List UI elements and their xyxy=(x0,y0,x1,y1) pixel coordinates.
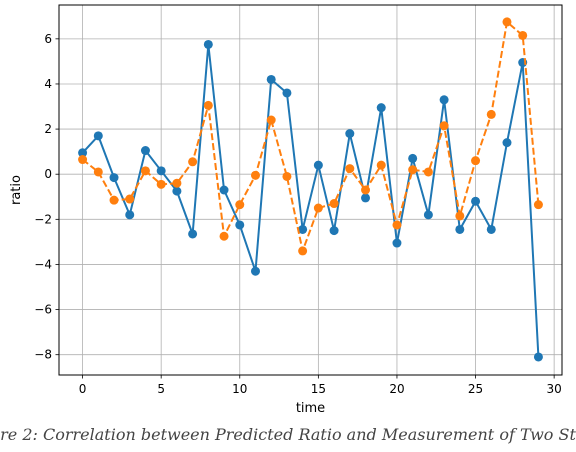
series-2-point xyxy=(235,200,245,210)
x-tick-label: 0 xyxy=(79,382,87,396)
series-2-point xyxy=(93,167,103,177)
series-1-point xyxy=(250,266,260,276)
series-2-point xyxy=(109,195,119,205)
series-1-point xyxy=(486,224,496,234)
series-2-point xyxy=(455,211,465,221)
series-2-point xyxy=(392,220,402,230)
series-1-point xyxy=(329,226,339,236)
series-2-point xyxy=(471,156,481,166)
series-2-point xyxy=(518,30,528,40)
x-tick-label: 30 xyxy=(547,382,562,396)
series-2-point xyxy=(502,17,512,27)
series-2-point xyxy=(408,165,418,175)
series-2-point xyxy=(439,121,449,131)
series-2-point xyxy=(329,199,339,209)
series-1-point xyxy=(203,39,213,49)
y-tick-label: −2 xyxy=(34,212,52,226)
x-tick-label: 10 xyxy=(232,382,247,396)
series-1-point xyxy=(140,146,150,156)
x-axis-label: time xyxy=(296,401,325,416)
series-1-point xyxy=(455,224,465,234)
series-1-point xyxy=(93,131,103,141)
y-tick-label: −6 xyxy=(34,303,52,317)
series-1-point xyxy=(109,173,119,183)
series-2-point xyxy=(188,157,198,167)
series-1-point xyxy=(423,210,433,220)
series-2-point xyxy=(361,185,371,195)
series-1-point xyxy=(392,238,402,248)
series-1-point xyxy=(439,95,449,105)
series-2-point xyxy=(219,231,229,241)
series-1-point xyxy=(376,103,386,113)
series-1-point xyxy=(172,186,182,196)
y-tick-label: 0 xyxy=(44,167,52,181)
series-2-point xyxy=(78,155,88,165)
series-2-point xyxy=(486,109,496,119)
series-2-point xyxy=(172,178,182,188)
series-2-point xyxy=(125,194,135,204)
series-2-point xyxy=(156,179,166,189)
series-2-point xyxy=(266,115,276,125)
series-1-point xyxy=(502,138,512,148)
series-1-point xyxy=(266,74,276,84)
series-1-point xyxy=(471,196,481,206)
series-2-point xyxy=(140,166,150,176)
series-2-line xyxy=(81,20,540,252)
series-1-point xyxy=(345,129,355,139)
y-tick-label: 6 xyxy=(44,32,52,46)
series-1-point xyxy=(78,148,88,158)
series-1-point xyxy=(408,153,418,163)
series-layer xyxy=(78,17,543,362)
series-1-point xyxy=(282,88,292,98)
series-1-point xyxy=(219,185,229,195)
x-tick-label: 15 xyxy=(311,382,326,396)
series-1-point xyxy=(533,352,543,362)
series-2 xyxy=(78,17,543,256)
series-2-point xyxy=(203,100,213,110)
series-1-point xyxy=(125,210,135,220)
y-axis-label: ratio xyxy=(9,175,24,205)
series-2-point xyxy=(313,203,323,213)
y-tick-label: 4 xyxy=(44,77,52,91)
series-1-point xyxy=(313,160,323,170)
x-tick-label: 25 xyxy=(468,382,483,396)
plot-frame xyxy=(58,4,563,376)
x-tick-label: 20 xyxy=(389,382,404,396)
series-2-point xyxy=(376,160,386,170)
series-1-point xyxy=(235,220,245,230)
figure-caption: re 2: Correlation between Predicted Rati… xyxy=(0,425,576,444)
series-2-point xyxy=(250,170,260,180)
series-2-point xyxy=(298,246,308,256)
series-1-point xyxy=(188,229,198,239)
series-1 xyxy=(78,39,543,362)
y-tick-label: −8 xyxy=(34,348,52,362)
series-2-point xyxy=(345,164,355,174)
series-1-point xyxy=(361,193,371,203)
ticks: 0 5 10 15 20 25 30 −8 −6 −4 −2 0 2 4 6 xyxy=(34,32,561,396)
y-tick-label: 2 xyxy=(44,122,52,136)
x-tick-label: 5 xyxy=(157,382,165,396)
series-1-point xyxy=(156,166,166,176)
y-tick-label: −4 xyxy=(34,257,52,271)
series-2-point xyxy=(282,171,292,181)
line-chart: 0 5 10 15 20 25 30 −8 −6 −4 −2 0 2 4 6 time ratio xyxy=(9,4,563,416)
series-2-point xyxy=(423,167,433,177)
grid xyxy=(59,5,562,375)
series-1-point xyxy=(298,224,308,234)
series-2-point xyxy=(533,200,543,210)
series-1-line xyxy=(81,43,540,358)
